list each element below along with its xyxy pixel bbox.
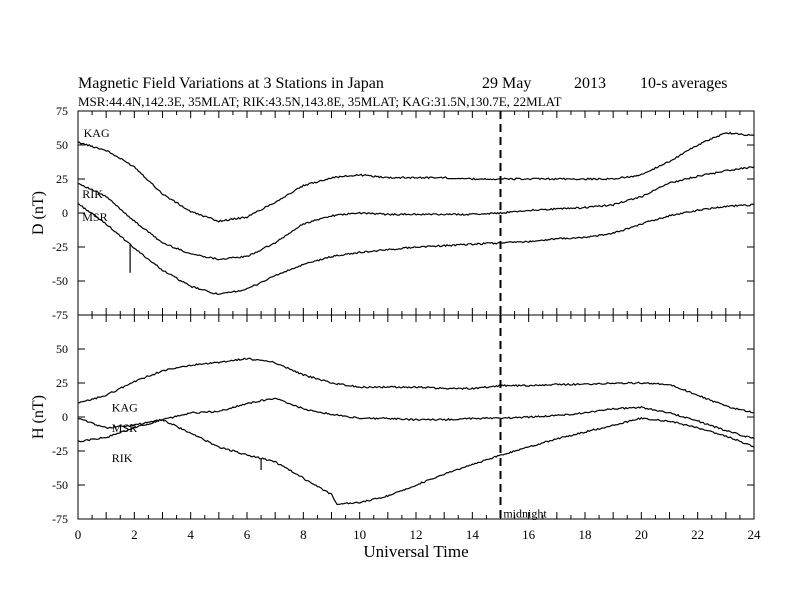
x-tick-label: 18 (579, 527, 592, 542)
panel-frame (77, 314, 755, 520)
x-tick-label: 8 (300, 527, 307, 542)
y-tick-label: 25 (56, 376, 68, 390)
annotation-midnight: midnight (503, 507, 547, 521)
chart-date: 29 May (482, 75, 531, 92)
y-tick-label: 0 (62, 410, 68, 424)
x-tick-label: 20 (635, 527, 648, 542)
chart-year: 2013 (574, 75, 606, 92)
y-tick-label: -50 (52, 478, 68, 492)
x-tick-label: 10 (353, 527, 366, 542)
y-tick-label: 50 (56, 342, 68, 356)
y-tick-label: -75 (52, 308, 68, 322)
y-tick-label: -25 (52, 240, 68, 254)
chart-panels: 75 50 25 0 -25 -50 -75 D (nT) KAG RIK MSR 50 25 0 -25 -… (30, 104, 761, 561)
series-line-msr (77, 202, 755, 295)
y-tick-label: 75 (56, 104, 68, 118)
x-tick-label: 6 (244, 527, 251, 542)
x-tick-label: 14 (466, 527, 480, 542)
annotation-rik: RIK (112, 451, 133, 465)
annotation-rik: RIK (82, 187, 103, 201)
annotation-msr: MSR (112, 421, 137, 435)
series-line-msr (77, 397, 755, 440)
y-tick-label: -75 (52, 512, 68, 526)
annotation-kag: KAG (112, 400, 138, 414)
y-tick-label: -50 (52, 274, 68, 288)
panel-frame (77, 110, 755, 316)
y-tick-label: 50 (56, 138, 68, 152)
chart-averaging: 10-s averages (640, 75, 728, 92)
x-tick-label: 0 (75, 527, 82, 542)
x-tick-label: 12 (410, 527, 423, 542)
x-tick-label: 22 (691, 527, 704, 542)
y-tick-label: 0 (62, 206, 68, 220)
series-line-kag (77, 131, 755, 223)
annotation-msr: MSR (82, 210, 107, 224)
series-line-rik (77, 416, 755, 506)
x-tick-label: 16 (522, 527, 536, 542)
x-axis-label: Universal Time (363, 542, 468, 561)
panel-D: 75 50 25 0 -25 -50 -75 D (nT) KAG RIK MSR (30, 104, 755, 322)
x-tick-label: 24 (748, 527, 762, 542)
y-tick-label: -25 (52, 444, 68, 458)
x-tick-label: 4 (187, 527, 194, 542)
stations-info: MSR:44.4N,142.3E, 35MLAT; RIK:43.5N,143.… (78, 94, 562, 109)
chart-title: Magnetic Field Variations at 3 Stations … (78, 75, 384, 92)
y-axis-label: H (nT) (30, 395, 47, 439)
y-tick-label: 25 (56, 172, 68, 186)
x-tick-label: 2 (131, 527, 138, 542)
series-line-kag (77, 357, 755, 414)
y-axis-label: D (nT) (30, 191, 47, 235)
annotation-kag: KAG (84, 126, 110, 140)
series-line-rik (77, 166, 755, 261)
